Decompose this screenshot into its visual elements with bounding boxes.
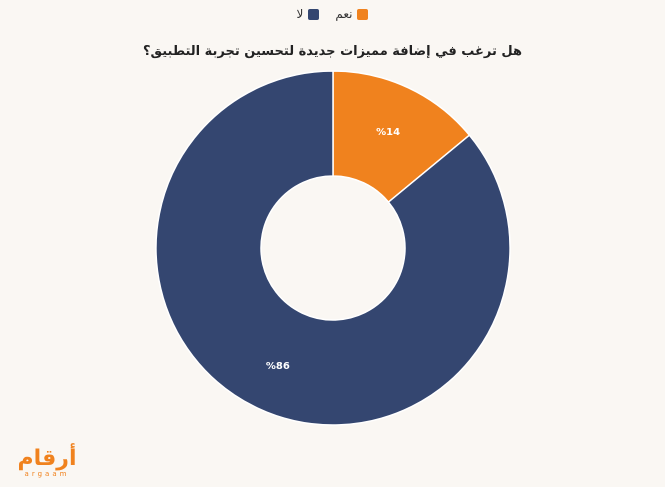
legend-swatch-yes <box>357 8 369 20</box>
legend-label-no: لا <box>296 7 304 21</box>
legend-label-yes: نعم <box>335 7 353 21</box>
legend-item-yes[interactable]: نعم <box>335 7 369 21</box>
slice-label-no: %86 <box>266 361 290 372</box>
chart-title: هل ترغب في إضافة مميزات جديدة لتحسين تجر… <box>142 44 523 59</box>
legend-swatch-no <box>308 8 320 20</box>
slice-label-yes: %14 <box>376 127 400 138</box>
logo-arabic-text: أرقام <box>17 446 77 471</box>
argaam-logo: أرقام argaam <box>12 446 82 479</box>
legend: نعم لا <box>0 7 665 21</box>
legend-item-no[interactable]: لا <box>297 7 320 21</box>
slice-yes[interactable] <box>332 70 471 204</box>
logo-latin-text: argaam <box>24 470 70 478</box>
slice-no[interactable] <box>155 70 511 426</box>
